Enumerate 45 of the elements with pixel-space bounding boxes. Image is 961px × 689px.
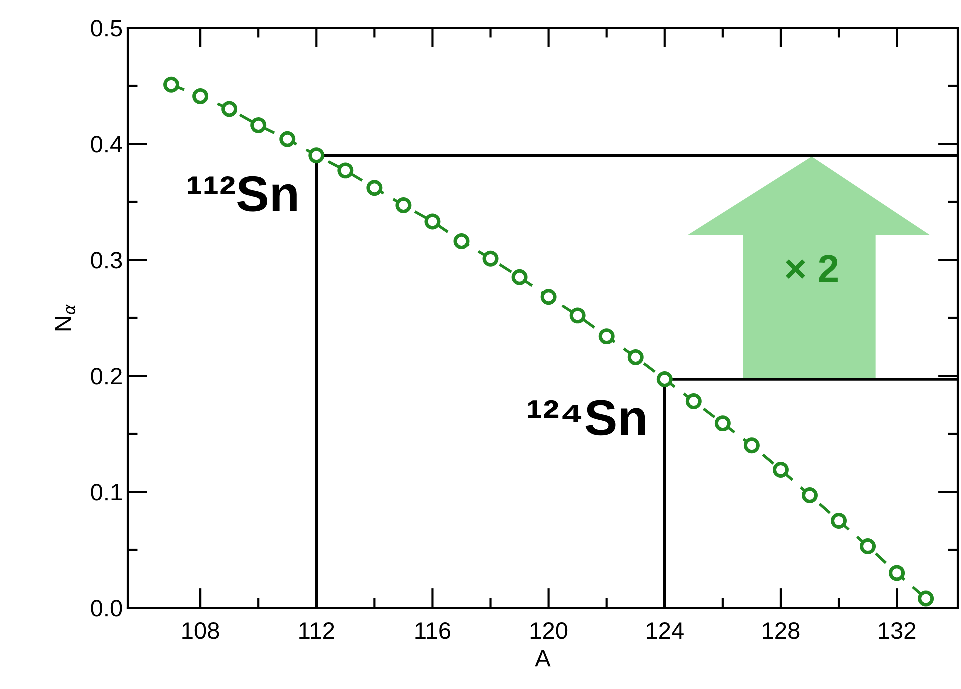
point [714,416,731,432]
y-tick-label: 0.1 [91,484,122,501]
point [540,289,557,306]
y-tick-label: 0.0 [91,600,122,617]
point [164,76,180,93]
point [512,269,528,286]
x-tick-label: 128 [763,622,800,640]
point [366,180,383,196]
point [598,328,615,345]
point [192,88,209,104]
x-tick-label: 120 [530,622,568,640]
point [222,101,238,118]
point [308,148,325,164]
y-axis-title: N$_{α}$ [55,304,76,331]
point [454,233,470,250]
point [860,538,876,555]
annotation: ¹²⁴Sn [528,400,646,436]
point [656,371,673,388]
x-axis-title: A [535,650,551,667]
point [744,438,760,454]
x-tick-label: 108 [182,622,220,640]
y-tick-label: 0.4 [91,136,122,153]
x-tick-label: 132 [879,622,916,640]
point [396,197,412,214]
point [802,487,818,504]
point [772,462,789,478]
point [831,513,847,529]
point [628,349,644,366]
point [686,394,702,410]
point [250,117,267,134]
y-tick-label: 0.5 [91,20,122,37]
point [424,214,441,230]
point [889,565,906,582]
x-tick-label: 116 [416,622,451,640]
point [280,131,296,148]
point [482,250,499,267]
x-tick-label: 112 [300,622,334,639]
annotation: ¹¹²Sn [188,176,297,212]
point [570,308,586,324]
point [338,162,354,179]
annotation: × 2 [786,255,838,282]
point [918,590,934,607]
y-tick-label: 0.2 [91,368,122,385]
x-tick-label: 124 [646,622,684,639]
y-tick-label: 0.3 [91,252,122,269]
